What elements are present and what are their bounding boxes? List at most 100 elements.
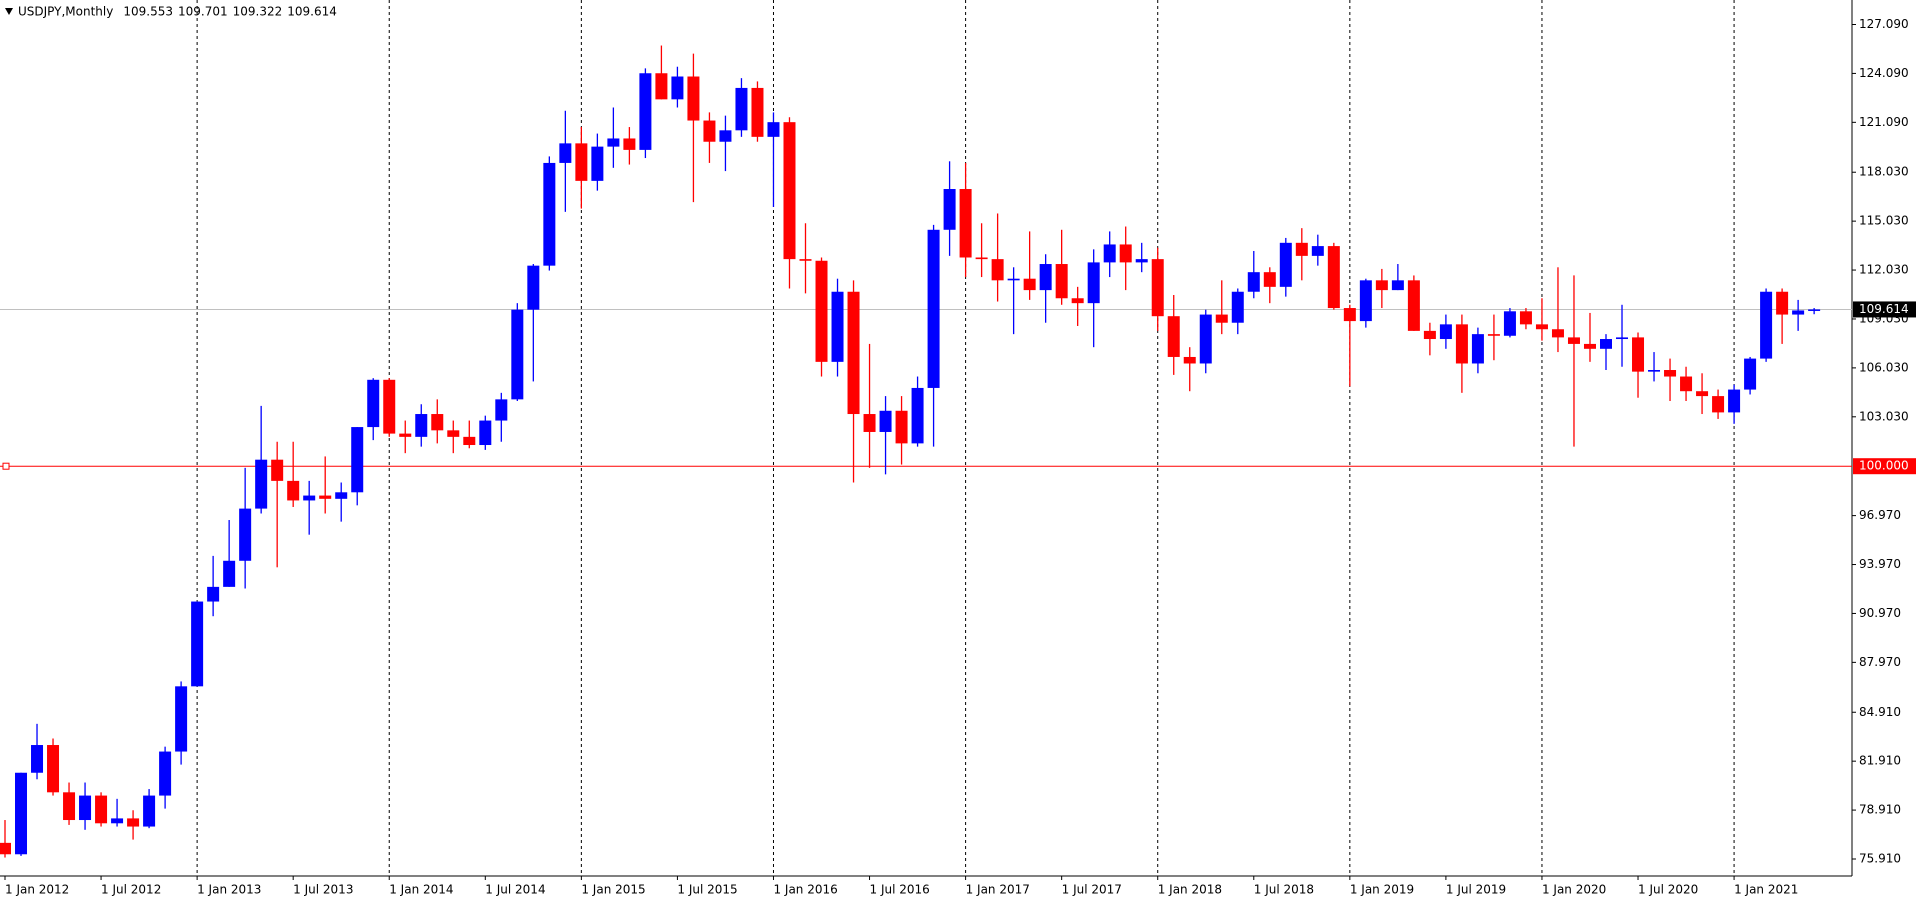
candle-body — [1535, 324, 1548, 330]
candle-body — [495, 399, 508, 421]
header-value: 109.614 — [287, 5, 337, 19]
candle-body — [1728, 389, 1741, 413]
candle-body — [1407, 280, 1420, 331]
x-tick-label: 1 Jul 2020 — [1638, 883, 1698, 897]
candle-body — [351, 427, 364, 493]
price-label: 109.614 — [1859, 302, 1909, 316]
candle-body — [1696, 391, 1709, 397]
candle-body — [1039, 264, 1052, 291]
level-label: 100.000 — [1859, 459, 1909, 473]
candle-body — [879, 410, 892, 432]
x-tick-label: 1 Jul 2015 — [677, 883, 737, 897]
y-tick-label: 93.970 — [1859, 557, 1901, 571]
candle-body — [1583, 343, 1596, 349]
candle-body — [415, 414, 428, 437]
candle-body — [1391, 280, 1404, 291]
candle-body — [1503, 311, 1516, 336]
y-tick-label: 103.030 — [1859, 409, 1909, 423]
candle-body — [1007, 278, 1020, 281]
candle-body — [1183, 356, 1196, 364]
candle-body — [895, 410, 908, 444]
candle-body — [447, 430, 460, 437]
candle-body — [863, 414, 876, 432]
candle-body — [31, 745, 44, 773]
x-tick-label: 1 Jul 2014 — [485, 883, 545, 897]
y-tick-label: 81.910 — [1859, 754, 1901, 768]
header-value: 109.553 — [123, 5, 173, 19]
candle-body — [1247, 272, 1260, 292]
candle-body — [1087, 262, 1100, 304]
candle-body — [975, 257, 988, 260]
candle-body — [1744, 358, 1757, 390]
candle-body — [815, 260, 828, 362]
candle-body — [1487, 334, 1500, 336]
candle-body — [943, 189, 956, 230]
candle-body — [1600, 339, 1612, 349]
x-tick-label: 1 Jul 2018 — [1254, 883, 1314, 897]
candle-body — [1071, 298, 1084, 304]
candle-body — [1712, 396, 1725, 413]
y-tick-label: 84.910 — [1859, 705, 1901, 719]
candle-body — [991, 259, 1004, 281]
candle-body — [1327, 246, 1340, 309]
candle-body — [1023, 278, 1036, 291]
candle-body — [431, 414, 444, 431]
x-tick-label: 1 Jan 2016 — [773, 883, 837, 897]
candle-body — [1632, 337, 1645, 372]
candle-body — [1616, 337, 1629, 340]
candle-body — [655, 73, 668, 100]
candle-body — [735, 87, 748, 131]
candle-body — [959, 189, 972, 258]
x-tick-label: 1 Jan 2013 — [197, 883, 261, 897]
candle-body — [463, 436, 476, 446]
candle-body — [0, 842, 11, 855]
candle-body — [1760, 291, 1773, 359]
candle-body — [127, 818, 140, 827]
header-value: 109.322 — [233, 5, 283, 19]
y-tick-label: 87.970 — [1859, 655, 1901, 669]
y-tick-label: 96.970 — [1859, 508, 1901, 522]
candle-body — [1359, 280, 1372, 322]
candle-body — [143, 795, 156, 827]
candle-body — [303, 495, 316, 501]
candle-body — [1423, 330, 1436, 340]
candle-body — [1151, 259, 1164, 317]
candle-body — [607, 138, 620, 147]
candle-body — [207, 586, 220, 602]
candle-body — [1199, 314, 1212, 364]
candle-body — [1567, 337, 1580, 344]
x-tick-label: 1 Jan 2021 — [1734, 883, 1798, 897]
candle-body — [79, 795, 92, 821]
candle-body — [47, 745, 60, 793]
candle-body — [831, 291, 844, 362]
candle-body — [575, 143, 588, 181]
candle-body — [1664, 370, 1677, 377]
x-tick-label: 1 Jan 2017 — [966, 883, 1030, 897]
y-tick-label: 112.030 — [1859, 263, 1909, 277]
candle-body — [1311, 246, 1324, 256]
candle-body — [623, 138, 636, 150]
candle-body — [687, 76, 700, 121]
candle-body — [671, 76, 684, 100]
candle-body — [767, 122, 780, 137]
price-label-bg — [1853, 301, 1916, 318]
candle-body — [1263, 272, 1276, 287]
x-tick-label: 1 Jan 2018 — [1158, 883, 1222, 897]
candle-body — [1808, 309, 1821, 311]
candle-body — [287, 480, 300, 501]
y-tick-label: 118.030 — [1859, 165, 1909, 179]
candle-body — [1231, 291, 1244, 323]
title-arrow[interactable] — [5, 8, 13, 15]
y-tick-label: 90.970 — [1859, 606, 1901, 620]
candle-body — [191, 601, 204, 687]
candle-body — [335, 492, 348, 499]
x-tick-label: 1 Jul 2017 — [1062, 883, 1122, 897]
candle-body — [223, 560, 236, 587]
candle-body — [383, 379, 396, 434]
y-tick-label: 127.090 — [1859, 17, 1909, 31]
candle-body — [751, 87, 764, 137]
chart-title: USDJPY,Monthly — [18, 5, 113, 19]
y-tick-label: 75.910 — [1859, 852, 1901, 866]
candle-body — [367, 379, 380, 428]
y-tick-label: 78.910 — [1859, 803, 1901, 817]
